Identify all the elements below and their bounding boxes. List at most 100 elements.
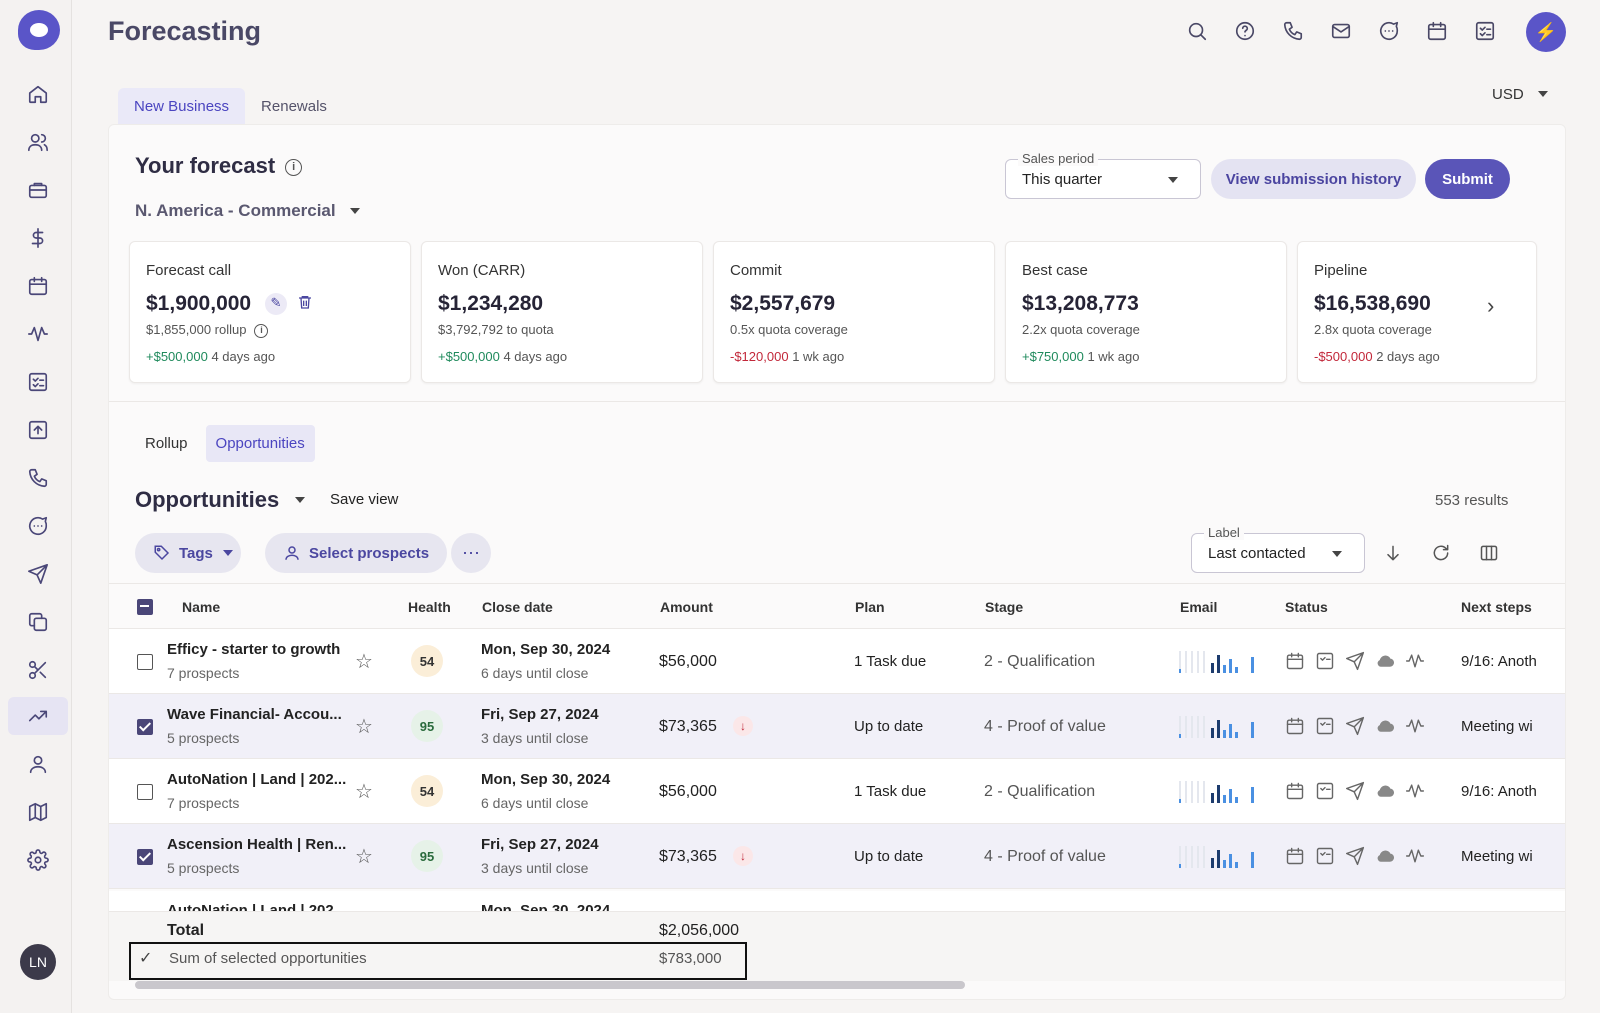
opportunity-name[interactable]: Wave Financial- Accou... (167, 706, 342, 723)
label-select[interactable]: Label Last contacted (1191, 525, 1365, 573)
tasks-icon[interactable] (24, 368, 52, 396)
star-icon[interactable]: ☆ (355, 781, 373, 803)
horizontal-scrollbar[interactable] (135, 981, 965, 989)
send-icon[interactable] (1345, 781, 1365, 801)
search-icon[interactable] (1186, 20, 1210, 44)
cloud-icon[interactable] (1375, 651, 1395, 671)
calendar-icon[interactable] (24, 272, 52, 300)
tasks-icon[interactable] (1315, 846, 1335, 866)
chat-icon[interactable] (24, 512, 52, 540)
stage[interactable]: 2 - Qualification (984, 783, 1096, 800)
col-plan[interactable]: Plan (855, 599, 885, 615)
tasks-icon[interactable] (1315, 781, 1335, 801)
star-icon[interactable]: ☆ (355, 716, 373, 738)
opportunities-title[interactable]: Opportunities (135, 487, 306, 513)
calendar-icon[interactable] (1285, 651, 1305, 671)
sort-down-icon[interactable] (1383, 543, 1405, 565)
activity-icon[interactable] (24, 320, 52, 348)
star-icon[interactable]: ☆ (355, 846, 373, 868)
settings-icon[interactable] (24, 846, 52, 874)
info-icon[interactable]: i (254, 323, 269, 338)
activity-icon[interactable] (1405, 716, 1425, 736)
tasks-icon[interactable] (1474, 20, 1498, 44)
send-icon[interactable] (24, 560, 52, 588)
briefcase-icon[interactable] (24, 176, 52, 204)
columns-icon[interactable] (1479, 543, 1501, 565)
sales-period-select[interactable]: Sales period This quarter (1005, 151, 1201, 199)
more-icon[interactable]: ⋯ (451, 533, 491, 573)
tab-renewals[interactable]: Renewals (261, 98, 327, 115)
submit-button[interactable]: Submit (1425, 159, 1510, 199)
stage[interactable]: 4 - Proof of value (984, 718, 1106, 735)
col-stage[interactable]: Stage (985, 599, 1024, 615)
activity-icon[interactable] (1405, 651, 1425, 671)
tab-new-business[interactable]: New Business (118, 88, 246, 124)
trending-icon[interactable] (24, 702, 52, 730)
info-icon[interactable]: i (285, 158, 303, 176)
app-logo[interactable] (18, 10, 60, 50)
opportunity-name[interactable]: Ascension Health | Ren... (167, 836, 347, 853)
row-checkbox[interactable] (137, 849, 153, 865)
select-prospects-button[interactable]: Select prospects (265, 533, 448, 573)
tags-filter[interactable]: Tags (135, 533, 241, 573)
tasks-icon[interactable] (1315, 716, 1335, 736)
calendar-icon[interactable] (1426, 20, 1450, 44)
home-icon[interactable] (24, 80, 52, 108)
col-status[interactable]: Status (1285, 599, 1328, 615)
chevron-right-icon[interactable]: › (1487, 293, 1495, 318)
star-icon[interactable]: ☆ (355, 651, 373, 673)
tasks-icon[interactable] (1315, 651, 1335, 671)
table-row[interactable]: Efficy - starter to growth 7 prospects ☆… (109, 629, 1565, 694)
table-row[interactable]: Ascension Health | Ren... 5 prospects ☆ … (109, 824, 1565, 889)
send-icon[interactable] (1345, 846, 1365, 866)
select-all-checkbox[interactable] (137, 599, 153, 615)
row-checkbox[interactable] (137, 654, 153, 670)
copy-icon[interactable] (24, 608, 52, 636)
scissors-icon[interactable] (24, 656, 52, 684)
col-close-date[interactable]: Close date (482, 599, 553, 615)
bolt-icon[interactable]: ⚡ (1526, 12, 1566, 52)
card-won[interactable]: Won (CARR) $1,234,280 $3,792,792 to quot… (421, 241, 703, 383)
person-icon[interactable] (24, 750, 52, 778)
cloud-icon[interactable] (1375, 781, 1395, 801)
activity-icon[interactable] (1405, 781, 1425, 801)
dollar-icon[interactable] (24, 224, 52, 252)
cloud-icon[interactable] (1375, 716, 1395, 736)
col-health[interactable]: Health (408, 599, 451, 615)
tab-rollup[interactable]: Rollup (145, 435, 188, 452)
upload-icon[interactable] (24, 416, 52, 444)
table-row[interactable]: AutoNation | Land | 202... 7 prospects ☆… (109, 759, 1565, 824)
save-view-button[interactable]: Save view (330, 491, 399, 508)
calendar-icon[interactable] (1285, 846, 1305, 866)
col-name[interactable]: Name (182, 599, 221, 615)
calendar-icon[interactable] (1285, 716, 1305, 736)
chat-icon[interactable] (1378, 20, 1402, 44)
col-next-steps[interactable]: Next steps (1461, 599, 1532, 615)
table-row[interactable]: Wave Financial- Accou... 5 prospects ☆ 9… (109, 694, 1565, 759)
region-select[interactable]: N. America - Commercial (135, 201, 361, 221)
cloud-icon[interactable] (1375, 846, 1395, 866)
stage[interactable]: 2 - Qualification (984, 653, 1096, 670)
help-icon[interactable] (1234, 20, 1258, 44)
stage[interactable]: 4 - Proof of value (984, 848, 1106, 865)
card-commit[interactable]: Commit $2,557,679 0.5x quota coverage -$… (713, 241, 995, 383)
opportunity-name[interactable]: Efficy - starter to growth (167, 641, 341, 658)
phone-icon[interactable] (24, 464, 52, 492)
row-checkbox[interactable] (137, 719, 153, 735)
col-email[interactable]: Email (1180, 599, 1218, 615)
currency-select[interactable]: USD (1492, 86, 1548, 103)
calendar-icon[interactable] (1285, 781, 1305, 801)
send-icon[interactable] (1345, 716, 1365, 736)
card-forecast-call[interactable]: Forecast call $1,900,000 ✎ $1,855,000 ro… (129, 241, 411, 383)
partial-table-row[interactable]: AutoNation | Land | 202 Mon, Sep 30, 202… (109, 891, 1565, 911)
send-icon[interactable] (1345, 651, 1365, 671)
refresh-icon[interactable] (1431, 543, 1453, 565)
user-avatar[interactable]: LN (20, 944, 56, 980)
mail-icon[interactable] (1330, 20, 1354, 44)
tab-opportunities[interactable]: Opportunities (205, 425, 315, 462)
opportunity-name[interactable]: AutoNation | Land | 202... (167, 771, 347, 788)
activity-icon[interactable] (1405, 846, 1425, 866)
phone-icon[interactable] (1282, 20, 1306, 44)
trash-icon[interactable] (297, 292, 313, 316)
card-pipeline[interactable]: Pipeline $16,538,690 2.8x quota coverage… (1297, 241, 1537, 383)
